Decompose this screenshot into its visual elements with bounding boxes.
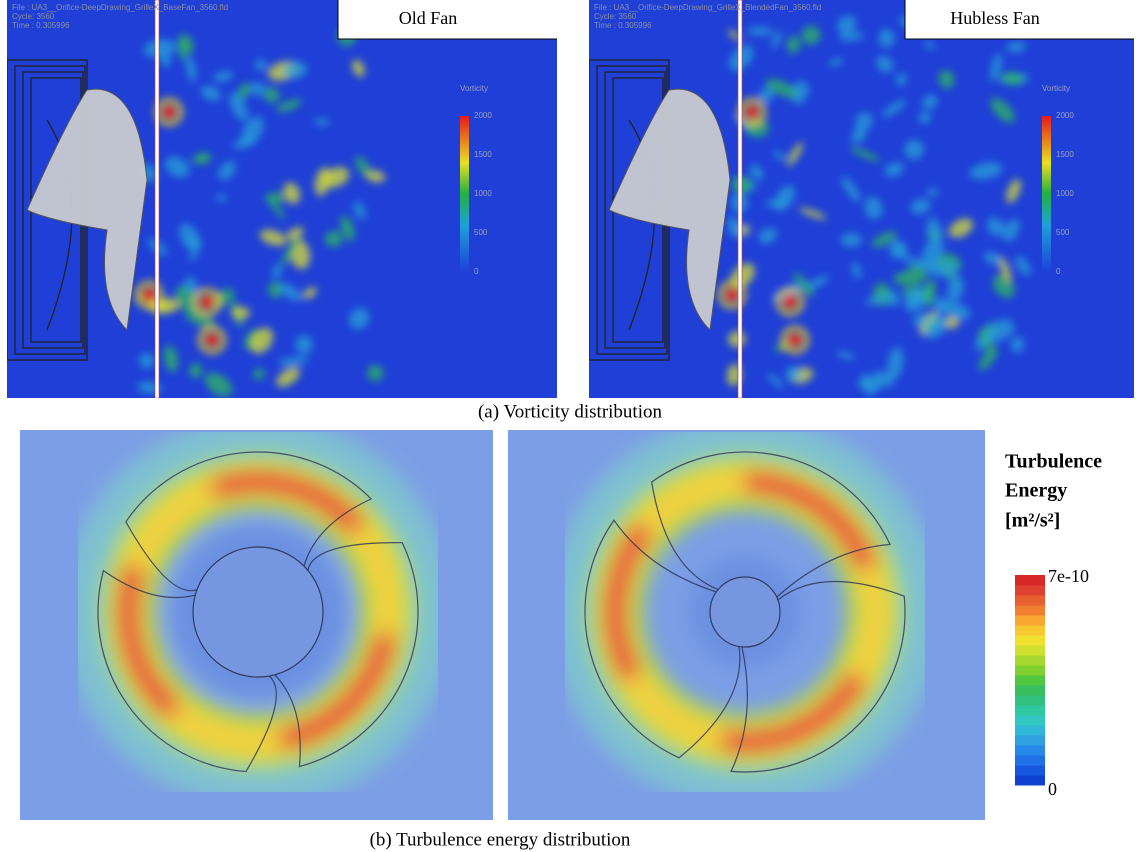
vortex-core [788, 333, 802, 347]
vorticity-panel: File : UA3__Orifice-DeepDrawing_GrilleX_… [7, 0, 568, 401]
colorbar-title: Turbulence [1005, 451, 1102, 473]
colorbar-band [1015, 685, 1045, 696]
colorbar-band [1015, 665, 1045, 676]
hub [193, 547, 323, 677]
colorbar-band [1015, 615, 1045, 626]
colorbar-band [1015, 715, 1045, 726]
colorbar-band [1015, 635, 1045, 646]
vortex-core [783, 295, 797, 309]
panel-title: Old Fan [399, 8, 458, 28]
colorbar-band [1015, 695, 1045, 706]
vortex [295, 335, 312, 354]
orifice-wall [738, 0, 742, 398]
colorbar-band [1015, 605, 1045, 616]
colorbar-tick-label: 1500 [474, 150, 492, 159]
file-label: File : UA3__Orifice-DeepDrawing_GrilleX_… [594, 3, 821, 12]
colorbar-tick-label: 500 [474, 228, 488, 237]
colorbar-tick-label: 0 [1056, 267, 1061, 276]
panel-title: Hubless Fan [950, 8, 1040, 28]
colorbar-band [1015, 705, 1045, 716]
colorbar-label: 7e-10 [1048, 566, 1089, 586]
colorbar-title: Energy [1005, 480, 1067, 502]
colorbar-band [1015, 775, 1045, 786]
colorbar [460, 116, 469, 272]
colorbar-band [1015, 595, 1045, 606]
colorbar [1015, 575, 1045, 786]
colorbar-tick-label: 1000 [474, 189, 492, 198]
colorbar-tick-label: 0 [474, 267, 479, 276]
vortex-core [745, 105, 759, 119]
caption: (a) Vorticity distribution [478, 401, 663, 422]
cycle-label: Cycle: 3560 [594, 12, 637, 21]
vortex-core [725, 288, 739, 302]
vortex-core [162, 105, 176, 119]
colorbar-band [1015, 655, 1045, 666]
turbulence-panel [20, 430, 493, 820]
page: { "vorticity": { "caption": "(a) Vortici… [0, 0, 1136, 852]
colorbar-band [1015, 625, 1045, 636]
file-label: File : UA3__Orifice-DeepDrawing_GrilleX_… [12, 3, 228, 12]
colorbar-tick-label: 2000 [474, 111, 492, 120]
colorbar-unit: [m²/s²] [1005, 510, 1060, 532]
colorbar-band [1015, 745, 1045, 756]
vorticity-panel: File : UA3__Orifice-DeepDrawing_GrilleX_… [589, 0, 1135, 398]
hub [710, 577, 780, 647]
time-label: Time : 0.305996 [12, 21, 70, 30]
colorbar [1042, 116, 1051, 272]
colorbar-band [1015, 645, 1045, 656]
colorbar-band [1015, 585, 1045, 596]
colorbar-band [1015, 755, 1045, 766]
colorbar-tick-label: 1500 [1056, 150, 1074, 159]
colorbar-band [1015, 575, 1045, 586]
colorbar-title: Vorticity [1042, 84, 1070, 93]
caption: (b) Turbulence energy distribution [370, 829, 631, 850]
vortex-core [142, 288, 156, 302]
colorbar-tick-label: 500 [1056, 228, 1070, 237]
colorbar-tick-label: 2000 [1056, 111, 1074, 120]
figure: File : UA3__Orifice-DeepDrawing_GrilleX_… [0, 0, 1136, 852]
colorbar-band [1015, 735, 1045, 746]
colorbar-band [1015, 675, 1045, 686]
colorbar-tick-label: 1000 [1056, 189, 1074, 198]
vortex [231, 307, 250, 320]
colorbar-band [1015, 765, 1045, 776]
vortex [927, 261, 958, 277]
turbulence-panel [508, 430, 985, 820]
vortex-core [200, 295, 214, 309]
cycle-label: Cycle: 3560 [12, 12, 55, 21]
orifice-wall [155, 0, 159, 398]
time-label: Time : 0.305996 [594, 21, 652, 30]
colorbar-title: Vorticity [460, 84, 488, 93]
vortex-core [205, 333, 219, 347]
colorbar-label: 0 [1048, 779, 1057, 799]
colorbar-band [1015, 725, 1045, 736]
